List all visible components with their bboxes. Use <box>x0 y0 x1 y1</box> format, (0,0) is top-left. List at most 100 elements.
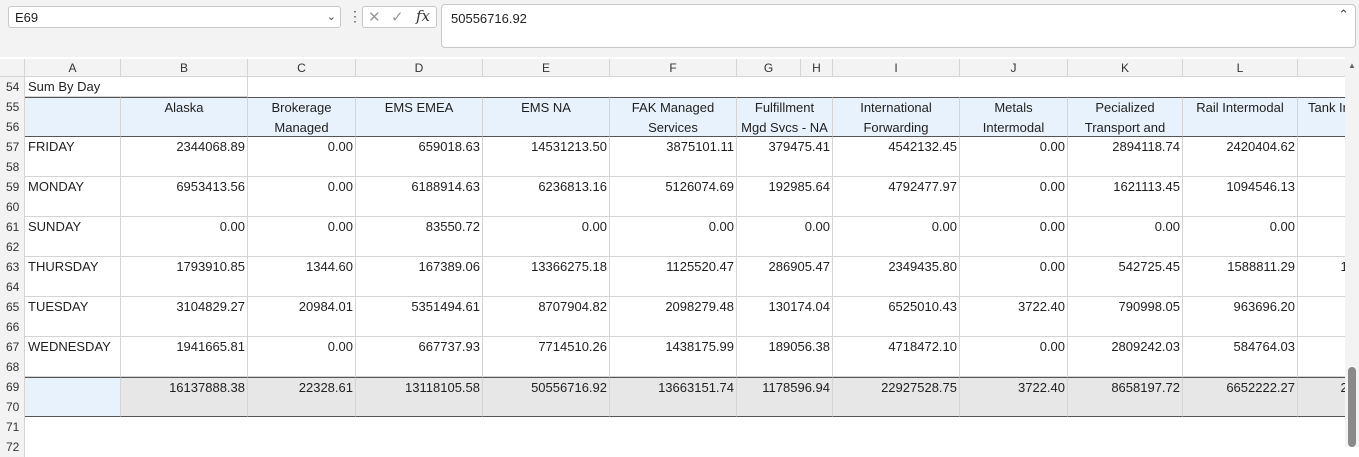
row-header[interactable]: 64 <box>0 277 25 297</box>
table-cell[interactable]: 286905.47 <box>737 257 833 297</box>
total-cell[interactable]: 13118105.58 <box>356 377 483 417</box>
row-header[interactable]: 69 <box>0 377 25 397</box>
table-cell[interactable]: 0.00 <box>960 137 1068 177</box>
row-header[interactable]: 72 <box>0 437 25 457</box>
more-options-icon[interactable]: ⋮ <box>348 8 362 24</box>
table-cell[interactable]: 192985.64 <box>737 177 833 217</box>
row-header[interactable]: 58 <box>0 157 25 177</box>
name-box[interactable]: E69 ⌄ <box>8 6 341 28</box>
total-cell[interactable]: 6652222.27 <box>1183 377 1298 417</box>
table-cell[interactable]: 5351494.61 <box>356 297 483 337</box>
table-cell[interactable]: 4718472.10 <box>833 337 960 377</box>
table-cell[interactable]: 2098279.48 <box>610 297 737 337</box>
table-cell[interactable]: 659018.63 <box>356 137 483 177</box>
table-cell[interactable]: 1621113.45 <box>1068 177 1183 217</box>
day-label[interactable]: MONDAY <box>25 177 121 217</box>
row-header[interactable]: 63 <box>0 257 25 277</box>
table-cell[interactable]: 1588811.29 <box>1183 257 1298 297</box>
day-label[interactable]: THURSDAY <box>25 257 121 297</box>
total-cell[interactable]: 8658197.72 <box>1068 377 1183 417</box>
column-header-a[interactable]: A <box>25 59 121 77</box>
table-cell[interactable]: 167389.06 <box>356 257 483 297</box>
table-cell[interactable]: 1344.60 <box>248 257 356 297</box>
table-cell[interactable]: 3104829.27 <box>121 297 248 337</box>
table-cell[interactable]: 2420404.62 <box>1183 137 1298 177</box>
column-label[interactable]: International Forwarding <box>833 97 960 137</box>
column-label[interactable]: FAK Managed Services <box>610 97 737 137</box>
table-cell[interactable]: 0.00 <box>833 217 960 257</box>
table-cell[interactable]: 1125520.47 <box>610 257 737 297</box>
table-cell[interactable]: 83550.72 <box>356 217 483 257</box>
day-label[interactable]: WEDNESDAY <box>25 337 121 377</box>
table-cell[interactable]: 5126074.69 <box>610 177 737 217</box>
table-cell[interactable]: 189056.38 <box>737 337 833 377</box>
table-cell[interactable]: 6525010.43 <box>833 297 960 337</box>
table-cell[interactable]: 8707904.82 <box>483 297 610 337</box>
column-header-b[interactable]: B <box>121 59 248 77</box>
total-cell[interactable]: 22927528.75 <box>833 377 960 417</box>
row-header[interactable]: 67 <box>0 337 25 357</box>
total-cell[interactable]: 13663151.74 <box>610 377 737 417</box>
row-header[interactable]: 60 <box>0 197 25 217</box>
total-cell[interactable]: 50556716.92 <box>483 377 610 417</box>
row-header[interactable]: 66 <box>0 317 25 337</box>
header-corner-cell[interactable] <box>25 97 121 137</box>
table-cell[interactable]: 13366275.18 <box>483 257 610 297</box>
table-cell[interactable]: 14531213.50 <box>483 137 610 177</box>
scrollbar-thumb[interactable] <box>1348 367 1356 447</box>
table-cell[interactable]: 963696.20 <box>1183 297 1298 337</box>
column-label[interactable]: EMS NA <box>483 97 610 137</box>
row-header[interactable]: 55 <box>0 97 25 117</box>
column-header-e[interactable]: E <box>483 59 610 77</box>
table-cell[interactable]: 0.00 <box>610 217 737 257</box>
table-cell[interactable]: 667737.93 <box>356 337 483 377</box>
table-cell[interactable]: 0.00 <box>1068 217 1183 257</box>
table-cell[interactable]: 0.00 <box>737 217 833 257</box>
table-cell[interactable]: 6953413.56 <box>121 177 248 217</box>
total-cell[interactable]: 22328.61 <box>248 377 356 417</box>
column-label[interactable]: Alaska <box>121 97 248 137</box>
table-cell[interactable]: 790998.05 <box>1068 297 1183 337</box>
spreadsheet-grid[interactable]: A B C D E F G H I J K L 54 55 56 57 58 59 60 61 62 63 64 65 66 67… <box>0 57 1358 457</box>
table-cell[interactable]: 584764.03 <box>1183 337 1298 377</box>
table-cell[interactable]: 0.00 <box>248 337 356 377</box>
row-header[interactable]: 70 <box>0 397 25 417</box>
table-cell[interactable]: 3875101.11 <box>610 137 737 177</box>
row-header[interactable]: 54 <box>0 77 25 97</box>
table-cell[interactable]: 0.00 <box>960 257 1068 297</box>
table-cell[interactable]: 2349435.80 <box>833 257 960 297</box>
column-label[interactable]: Brokerage Managed <box>248 97 356 137</box>
table-cell[interactable]: 0.00 <box>248 177 356 217</box>
table-cell[interactable]: 130174.04 <box>737 297 833 337</box>
insert-function-icon[interactable]: fx <box>416 7 431 25</box>
column-label[interactable]: Pecialized Transport and <box>1068 97 1183 137</box>
formula-input[interactable]: 50556716.92 ⌃ <box>441 4 1356 48</box>
table-cell[interactable]: 1793910.85 <box>121 257 248 297</box>
cancel-icon[interactable]: ✕ <box>368 9 381 26</box>
row-header[interactable]: 57 <box>0 137 25 157</box>
row-header[interactable]: 62 <box>0 237 25 257</box>
total-cell[interactable]: 16137888.38 <box>121 377 248 417</box>
row-header[interactable]: 71 <box>0 417 25 437</box>
table-cell[interactable]: 4792477.97 <box>833 177 960 217</box>
table-cell[interactable]: 2894118.74 <box>1068 137 1183 177</box>
column-header-i[interactable]: I <box>833 59 960 77</box>
table-cell[interactable]: 0.00 <box>248 217 356 257</box>
table-cell[interactable]: 0.00 <box>960 217 1068 257</box>
table-cell[interactable]: 1941665.81 <box>121 337 248 377</box>
day-label[interactable]: TUESDAY <box>25 297 121 337</box>
table-cell[interactable]: 542725.45 <box>1068 257 1183 297</box>
table-cell[interactable]: 1438175.99 <box>610 337 737 377</box>
row-header[interactable]: 65 <box>0 297 25 317</box>
table-cell[interactable]: 4542132.45 <box>833 137 960 177</box>
day-label[interactable]: FRIDAY <box>25 137 121 177</box>
column-label[interactable]: Fulfillment Mgd Svcs - NA <box>737 97 833 137</box>
column-header-d[interactable]: D <box>356 59 483 77</box>
table-cell[interactable]: 2344068.89 <box>121 137 248 177</box>
row-header[interactable]: 59 <box>0 177 25 197</box>
table-cell[interactable]: 3722.40 <box>960 297 1068 337</box>
select-all-corner[interactable] <box>0 59 25 77</box>
table-cell[interactable]: 379475.41 <box>737 137 833 177</box>
sum-by-day-title[interactable]: Sum By Day <box>25 77 248 97</box>
table-cell[interactable]: 20984.01 <box>248 297 356 337</box>
